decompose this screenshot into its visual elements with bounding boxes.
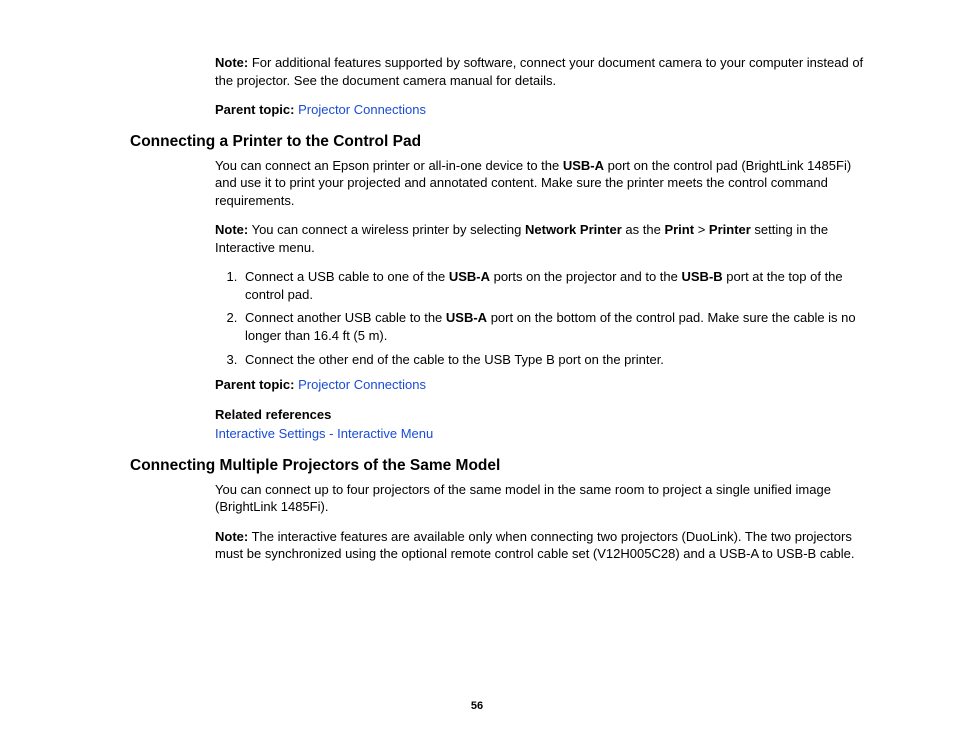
parent-topic-link[interactable]: Projector Connections [298, 377, 426, 392]
section1-block: You can connect an Epson printer or all-… [215, 157, 874, 443]
parent-topic-label: Parent topic: [215, 102, 294, 117]
note-text: For additional features supported by sof… [215, 55, 863, 88]
related-references-label: Related references [215, 406, 874, 424]
text-fragment: Connect a USB cable to one of the [245, 269, 449, 284]
parent-topic-link[interactable]: Projector Connections [298, 102, 426, 117]
section2-p1: You can connect up to four projectors of… [215, 481, 874, 516]
section1-heading: Connecting a Printer to the Control Pad [130, 133, 894, 151]
note-label: Note: [215, 55, 248, 70]
intro-parent-topic: Parent topic: Projector Connections [215, 101, 874, 119]
section2-heading: Connecting Multiple Projectors of the Sa… [130, 457, 894, 475]
section1-note: Note: You can connect a wireless printer… [215, 221, 874, 256]
document-page: Note: For additional features supported … [0, 0, 954, 738]
note-label: Note: [215, 222, 248, 237]
text-fragment: USB-A [563, 158, 604, 173]
text-fragment: USB-A [449, 269, 490, 284]
related-reference-link[interactable]: Interactive Settings - Interactive Menu [215, 426, 433, 441]
text-fragment: as the [622, 222, 665, 237]
text-fragment: > [694, 222, 709, 237]
step-3: Connect the other end of the cable to th… [241, 351, 874, 369]
text-fragment: USB-B [682, 269, 723, 284]
note-text: The interactive features are available o… [215, 529, 855, 562]
step-1: Connect a USB cable to one of the USB-A … [241, 268, 874, 303]
text-fragment: Printer [709, 222, 751, 237]
text-fragment: You can connect a wireless printer by se… [248, 222, 525, 237]
intro-block: Note: For additional features supported … [215, 54, 874, 119]
section2-note: Note: The interactive features are avail… [215, 528, 874, 563]
text-fragment: Connect another USB cable to the [245, 310, 446, 325]
intro-note: Note: For additional features supported … [215, 54, 874, 89]
section1-steps: Connect a USB cable to one of the USB-A … [215, 268, 874, 368]
text-fragment: USB-A [446, 310, 487, 325]
page-number: 56 [0, 700, 954, 712]
section1-p1: You can connect an Epson printer or all-… [215, 157, 874, 210]
note-label: Note: [215, 529, 248, 544]
section2-block: You can connect up to four projectors of… [215, 481, 874, 563]
text-fragment: Network Printer [525, 222, 622, 237]
related-references-link-row: Interactive Settings - Interactive Menu [215, 425, 874, 443]
text-fragment: You can connect an Epson printer or all-… [215, 158, 563, 173]
step-2: Connect another USB cable to the USB-A p… [241, 309, 874, 344]
text-fragment: Print [664, 222, 694, 237]
section1-parent-topic: Parent topic: Projector Connections [215, 376, 874, 394]
text-fragment: ports on the projector and to the [490, 269, 682, 284]
related-label: Related references [215, 407, 331, 422]
parent-topic-label: Parent topic: [215, 377, 294, 392]
